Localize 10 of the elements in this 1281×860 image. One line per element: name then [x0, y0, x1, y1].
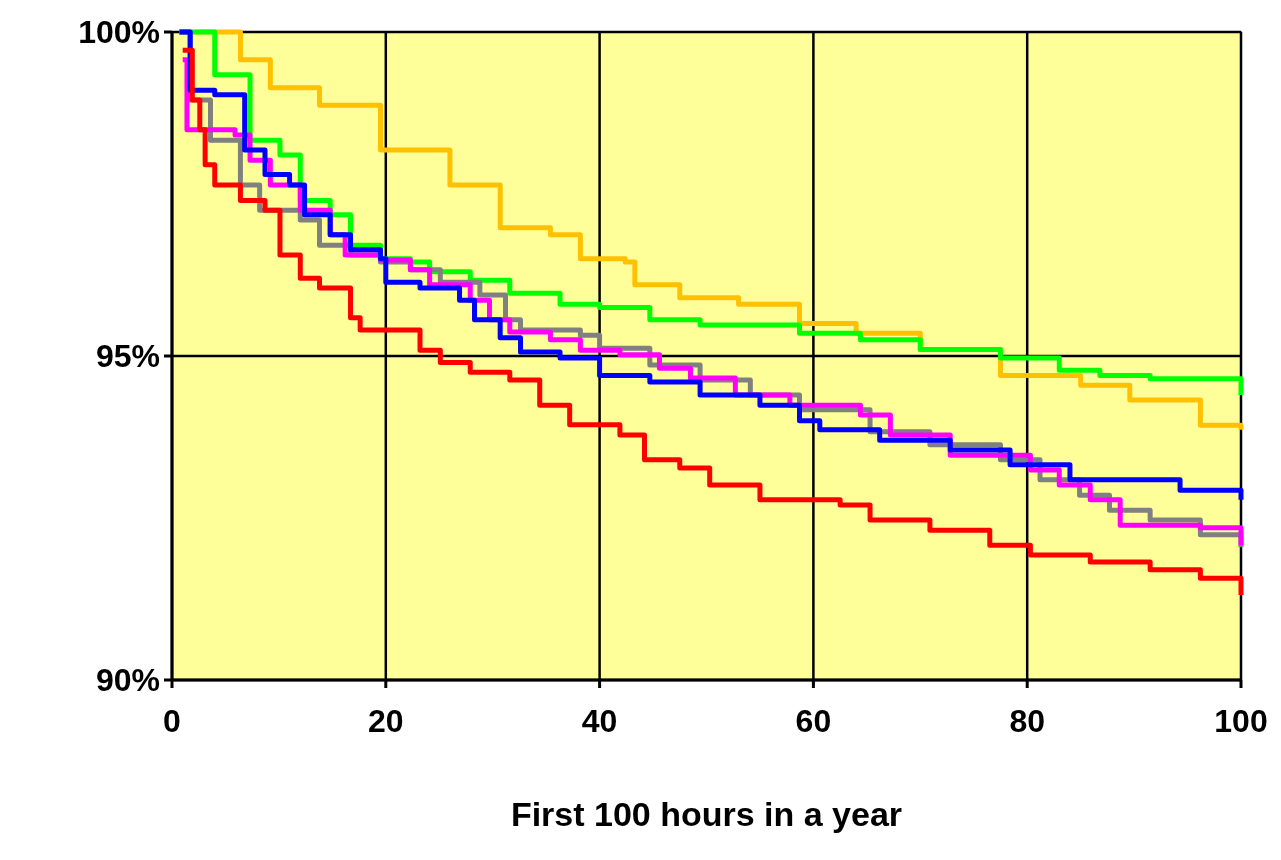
x-tick-label: 20 — [368, 703, 404, 739]
x-tick-label: 80 — [1009, 703, 1045, 739]
x-tick-label: 0 — [163, 703, 181, 739]
x-axis-title: First 100 hours in a year — [510, 795, 903, 833]
y-tick-label: 90% — [95, 662, 160, 698]
x-tick-label: 100 — [1214, 703, 1268, 739]
y-tick-label: 100% — [78, 14, 160, 50]
y-tick-label: 95% — [95, 338, 160, 374]
x-tick-label: 40 — [581, 703, 618, 739]
x-tick-label: 60 — [795, 703, 832, 739]
